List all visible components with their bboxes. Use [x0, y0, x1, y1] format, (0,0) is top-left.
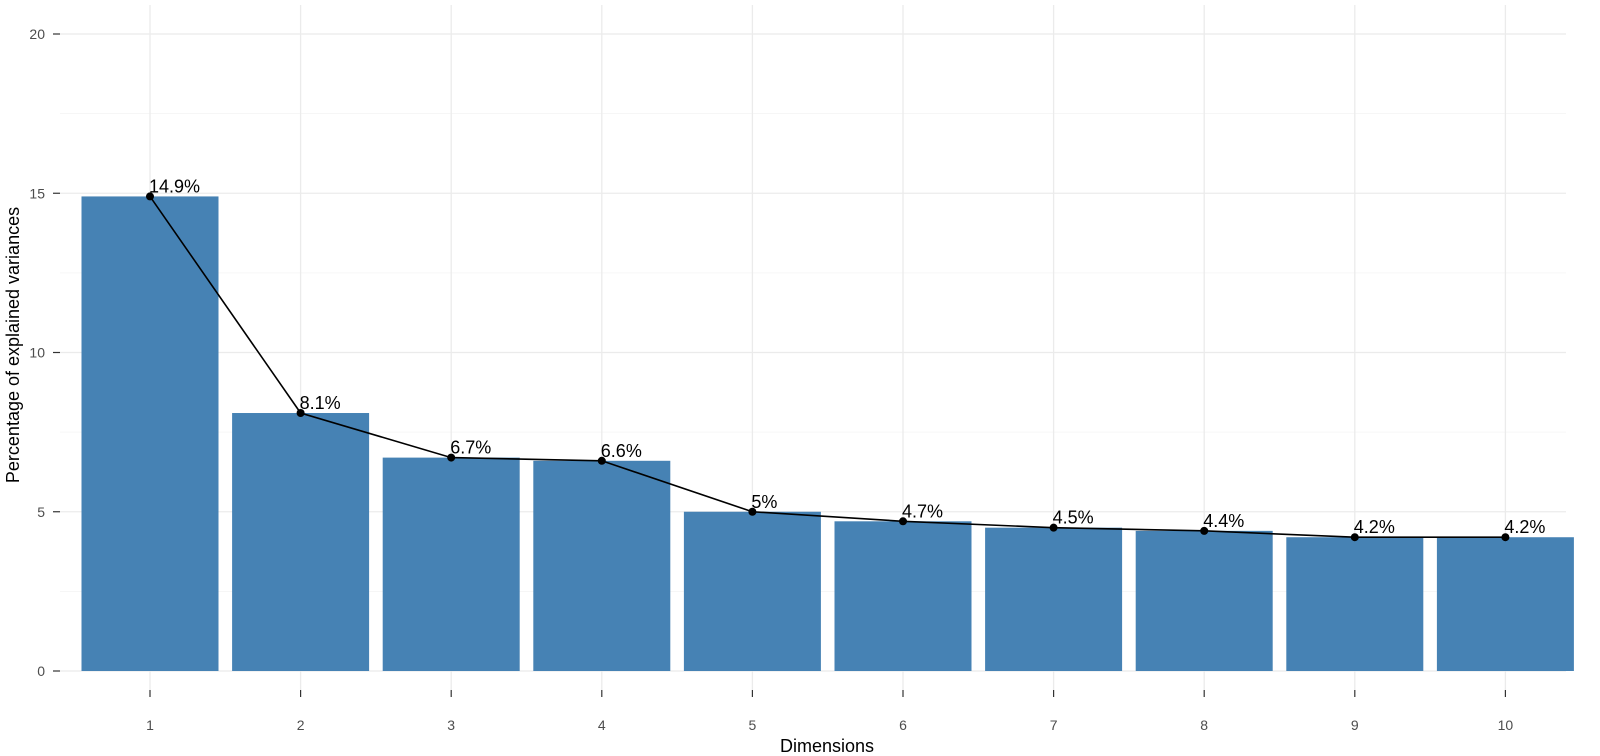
data-label-dim-6: 4.7% — [902, 501, 943, 521]
y-tick-label: 0 — [37, 663, 45, 679]
point-dim-4 — [597, 456, 606, 465]
x-tick-label: 4 — [598, 717, 606, 733]
data-label-dim-3: 6.7% — [450, 438, 491, 458]
data-label-dim-2: 8.1% — [300, 393, 341, 413]
x-tick-label: 2 — [297, 717, 305, 733]
x-tick-label: 3 — [447, 717, 455, 733]
point-dim-1 — [146, 192, 154, 201]
y-tick-label: 10 — [29, 345, 45, 361]
y-axis: 0 5 10 15 20 — [29, 26, 60, 679]
variance-points — [146, 192, 1510, 542]
y-axis-title: Percentage of explained variances — [3, 207, 23, 483]
x-axis: 1 2 3 4 5 6 7 8 9 10 — [146, 690, 1513, 733]
variance-polyline — [149, 195, 1506, 539]
y-tick-label: 15 — [29, 185, 45, 201]
bar-dim-8 — [1135, 530, 1273, 671]
x-tick-label: 9 — [1351, 717, 1359, 733]
point-dim-2 — [296, 409, 305, 418]
x-tick-label: 7 — [1050, 717, 1058, 733]
x-axis-title: Dimensions — [780, 736, 874, 756]
bars — [81, 196, 1574, 671]
data-label-dim-4: 6.6% — [601, 441, 642, 461]
data-label-dim-5: 5% — [751, 492, 777, 512]
point-dim-3 — [447, 453, 456, 462]
data-label-dim-10: 4.2% — [1504, 517, 1545, 537]
x-tick-label: 10 — [1498, 717, 1514, 733]
data-labels: 14.9% 8.1% 6.7% 6.6% 5% 4.7% 4.5% 4.4% 4.2% 4.2% — [149, 176, 1545, 537]
point-dim-6 — [899, 517, 907, 526]
bar-dim-2 — [232, 413, 370, 671]
x-tick-label: 1 — [146, 717, 154, 733]
data-label-dim-1: 14.9% — [149, 176, 200, 196]
bar-dim-10 — [1436, 537, 1574, 671]
bar-dim-5 — [683, 511, 821, 671]
bar-dim-9 — [1286, 537, 1424, 671]
bar-dim-1 — [81, 196, 219, 671]
point-dim-10 — [1501, 533, 1510, 542]
data-label-dim-9: 4.2% — [1354, 517, 1395, 537]
variance-line — [149, 195, 1506, 539]
bar-dim-3 — [382, 457, 520, 671]
bar-dim-4 — [533, 460, 671, 671]
y-tick-label: 5 — [37, 504, 45, 520]
x-tick-label: 8 — [1200, 717, 1208, 733]
x-tick-label: 5 — [749, 717, 757, 733]
bar-dim-6 — [834, 521, 972, 671]
point-dim-5 — [748, 507, 757, 516]
y-tick-label: 20 — [29, 26, 45, 42]
data-label-dim-7: 4.5% — [1053, 508, 1094, 528]
point-dim-7 — [1049, 523, 1058, 532]
data-label-dim-8: 4.4% — [1203, 511, 1244, 531]
bar-dim-7 — [985, 527, 1123, 671]
point-dim-8 — [1200, 526, 1209, 535]
point-dim-9 — [1350, 533, 1359, 542]
x-tick-label: 6 — [899, 717, 907, 733]
